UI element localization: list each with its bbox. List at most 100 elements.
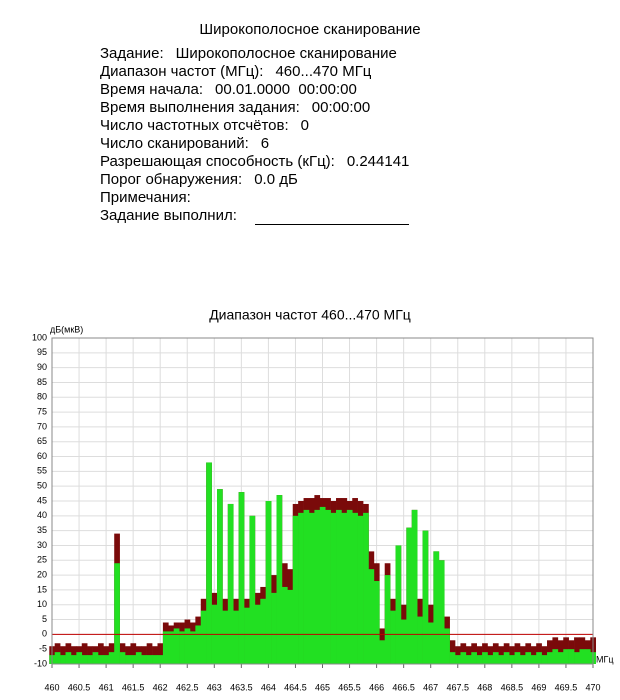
spectrum-bar bbox=[568, 649, 575, 664]
field-label: Число частотных отсчётов: bbox=[100, 117, 289, 134]
spectrum-bar bbox=[81, 643, 88, 664]
y-tick-label: 95 bbox=[37, 347, 47, 357]
spectrum-bar bbox=[557, 652, 564, 664]
spectrum-bar bbox=[346, 509, 353, 664]
spectrum-bar bbox=[303, 509, 310, 664]
y-tick-label: 80 bbox=[37, 392, 47, 402]
y-tick-label: 20 bbox=[37, 569, 47, 579]
spectrum-bar bbox=[449, 652, 456, 664]
spectrum-bar bbox=[530, 655, 537, 664]
spectrum-bar bbox=[189, 631, 196, 664]
field-label: Задание выполнил: bbox=[100, 207, 237, 224]
spectrum-bar bbox=[336, 509, 342, 664]
spectrum-bar bbox=[233, 610, 239, 664]
spectrum-bar bbox=[574, 652, 580, 664]
spectrum-bar bbox=[141, 655, 147, 664]
y-axis-label: дБ(мкВ) bbox=[50, 324, 83, 334]
plot-border bbox=[51, 337, 594, 665]
spectrum-bar bbox=[260, 598, 266, 664]
spectrum-bar bbox=[195, 625, 202, 664]
spectrum-bar bbox=[373, 581, 380, 664]
spectrum-bar bbox=[357, 515, 364, 664]
spectrum-bar bbox=[265, 501, 272, 664]
y-tick-label: 5 bbox=[42, 614, 47, 624]
spectrum-bar bbox=[244, 607, 250, 664]
spectrum-bar bbox=[103, 655, 110, 664]
spectrum-bar bbox=[379, 640, 386, 664]
x-tick-label: 468.5 bbox=[501, 682, 524, 692]
spectrum-bar bbox=[281, 586, 288, 664]
y-tick-label: 100 bbox=[32, 332, 47, 342]
spectrum-bar bbox=[455, 655, 461, 664]
spectrum-bar bbox=[395, 545, 402, 664]
spectrum-bar bbox=[536, 652, 542, 664]
field-row: Время выполнения задания: 00:00:00 bbox=[100, 99, 409, 117]
field-row: Число частотных отсчётов: 0 bbox=[100, 117, 409, 135]
spectrum-bar bbox=[352, 512, 358, 664]
spectrum-bar bbox=[541, 655, 548, 664]
spectrum-bar bbox=[114, 563, 120, 664]
x-tick-label: 462 bbox=[153, 682, 168, 692]
spectrum-bar bbox=[238, 492, 245, 664]
field-value: 0 bbox=[300, 117, 310, 134]
spectrum-bar bbox=[406, 527, 413, 664]
spectrum-bar bbox=[87, 655, 93, 664]
spectrum-bar bbox=[81, 655, 88, 664]
x-tick-label: 467.5 bbox=[446, 682, 469, 692]
spectrum-bar bbox=[433, 551, 440, 664]
y-tick-label: 45 bbox=[37, 495, 47, 505]
field-row: Задание выполнил: bbox=[100, 207, 409, 225]
y-tick-label: 35 bbox=[37, 525, 47, 535]
field-value: 460...470 МГц bbox=[275, 63, 372, 80]
spectrum-bar bbox=[363, 512, 369, 664]
field-label: Время выполнения задания: bbox=[100, 99, 300, 116]
y-tick-label: 40 bbox=[37, 510, 47, 520]
y-tick-label: 65 bbox=[37, 436, 47, 446]
spectrum-bar bbox=[417, 616, 423, 664]
spectrum-bar bbox=[92, 652, 99, 664]
spectrum-bar bbox=[400, 619, 407, 664]
x-tick-label: 465.5 bbox=[338, 682, 361, 692]
x-tick-label: 464 bbox=[261, 682, 276, 692]
y-tick-label: 30 bbox=[37, 540, 47, 550]
spectrum-bar bbox=[162, 631, 169, 664]
field-row: Время начала: 00.01.0000 00:00:00 bbox=[100, 81, 409, 99]
spectrum-bar bbox=[411, 509, 418, 664]
field-row: Примечания: bbox=[100, 189, 409, 207]
field-label: Задание: bbox=[100, 45, 164, 62]
chart-title: Диапазон частот 460...470 МГц bbox=[209, 307, 411, 323]
y-tick-label: -5 bbox=[39, 644, 47, 654]
spectrum-bar bbox=[519, 655, 526, 664]
field-value: 6 bbox=[260, 135, 270, 152]
field-label: Примечания: bbox=[100, 189, 191, 206]
field-row: Число сканирований: 6 bbox=[100, 135, 409, 153]
spectrum-bar bbox=[108, 652, 115, 664]
x-tick-label: 463.5 bbox=[230, 682, 253, 692]
spectrum-bar bbox=[54, 652, 61, 664]
spectrum-bar bbox=[152, 655, 158, 664]
x-tick-label: 465 bbox=[315, 682, 330, 692]
field-row: Диапазон частот (МГц): 460...470 МГц bbox=[100, 63, 409, 81]
x-tick-label: 470 bbox=[585, 682, 600, 692]
spectrum-bar bbox=[97, 655, 104, 664]
field-label: Порог обнаружения: bbox=[100, 171, 243, 188]
y-tick-label: 15 bbox=[37, 584, 47, 594]
spectrum-bar bbox=[330, 512, 337, 664]
spectrum-bar bbox=[438, 560, 445, 664]
field-label: Время начала: bbox=[100, 81, 204, 98]
spectrum-bar bbox=[509, 655, 515, 664]
spectrum-bar bbox=[271, 592, 277, 664]
y-tick-label: 0 bbox=[42, 629, 47, 639]
spectrum-bar bbox=[292, 515, 299, 664]
field-value: 0.0 дБ bbox=[254, 171, 298, 188]
field-label: Число сканирований: bbox=[100, 135, 249, 152]
spectrum-bar bbox=[492, 652, 499, 664]
spectrum-bar bbox=[125, 655, 131, 664]
x-tick-label: 466 bbox=[369, 682, 384, 692]
spectrum-bar bbox=[498, 655, 505, 664]
field-row: Порог обнаружения: 0.0 дБ bbox=[100, 171, 409, 189]
x-tick-label: 463 bbox=[207, 682, 222, 692]
y-tick-label: 70 bbox=[37, 421, 47, 431]
